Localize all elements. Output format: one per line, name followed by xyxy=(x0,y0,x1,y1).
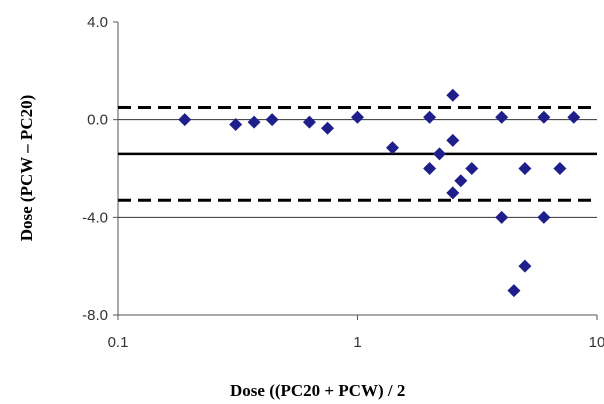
data-point xyxy=(567,110,581,124)
x-tick-label: 1 xyxy=(353,334,361,351)
data-point xyxy=(537,210,551,224)
data-point xyxy=(507,284,521,298)
data-point xyxy=(247,115,261,129)
data-point xyxy=(302,115,316,129)
data-point xyxy=(433,147,447,161)
x-axis-ticks: 0.1 1 10 xyxy=(108,315,604,351)
data-points xyxy=(178,88,581,298)
data-point xyxy=(265,113,279,127)
x-tick-label: 0.1 xyxy=(108,334,129,351)
data-point xyxy=(423,162,437,175)
data-point xyxy=(518,162,532,175)
y-tick-label: -4.0 xyxy=(82,209,108,226)
data-point xyxy=(351,110,364,124)
data-point xyxy=(518,259,532,273)
data-point xyxy=(385,141,399,155)
data-point xyxy=(446,186,460,200)
data-point xyxy=(229,118,243,132)
x-axis-title: Dose ((PC20 + PCW) / 2 xyxy=(230,381,405,400)
data-point xyxy=(454,174,468,188)
data-point xyxy=(321,121,335,135)
data-point xyxy=(495,110,509,124)
y-tick-label: -8.0 xyxy=(82,307,108,324)
y-tick-label: 4.0 xyxy=(87,14,108,31)
data-point xyxy=(495,210,509,224)
data-point xyxy=(446,88,460,102)
data-point xyxy=(553,162,567,175)
y-tick-label: 0.0 xyxy=(87,112,108,129)
data-point xyxy=(465,162,479,175)
data-point xyxy=(537,110,551,124)
data-point xyxy=(446,133,460,147)
data-point xyxy=(178,113,192,127)
y-axis-ticks: 4.0 0.0 -4.0 -8.0 xyxy=(82,14,118,324)
data-point xyxy=(423,110,437,124)
x-tick-label: 10 xyxy=(589,334,604,351)
y-axis-title: Dose (PCW – PC20) xyxy=(17,95,36,242)
